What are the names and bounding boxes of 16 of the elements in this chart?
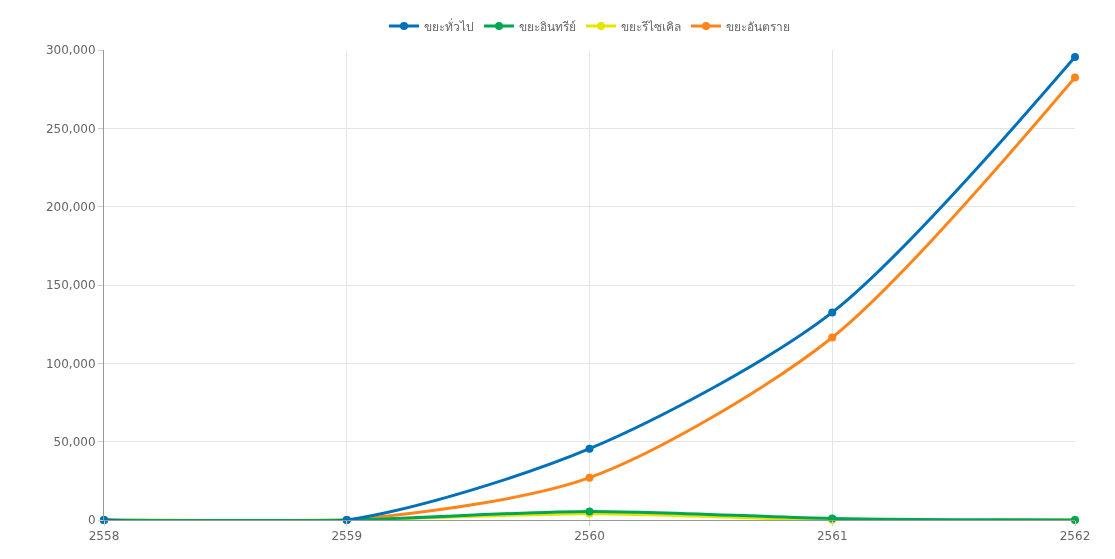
legend-label: ขยะอินทรีย์ bbox=[519, 19, 576, 34]
y-tick-label: 50,000 bbox=[53, 434, 96, 449]
y-tick-label: 0 bbox=[87, 513, 96, 528]
y-tick-label: 100,000 bbox=[45, 356, 96, 371]
y-tick-label: 250,000 bbox=[45, 121, 96, 136]
x-tick-label: 2561 bbox=[816, 529, 848, 544]
x-tick-label: 2562 bbox=[1059, 529, 1091, 544]
legend-label: ขยะรีไซเคิล bbox=[621, 19, 681, 34]
y-tick-label: 200,000 bbox=[45, 199, 96, 214]
x-tick-label: 2560 bbox=[574, 529, 605, 544]
y-tick-label: 300,000 bbox=[45, 43, 96, 58]
x-tick-label: 2559 bbox=[331, 529, 363, 544]
x-tick-label: 2558 bbox=[88, 529, 120, 544]
legend-label: ขยะอันตราย bbox=[726, 19, 790, 34]
y-tick-label: 150,000 bbox=[45, 278, 96, 293]
legend-label: ขยะทั่วไป bbox=[424, 17, 474, 34]
